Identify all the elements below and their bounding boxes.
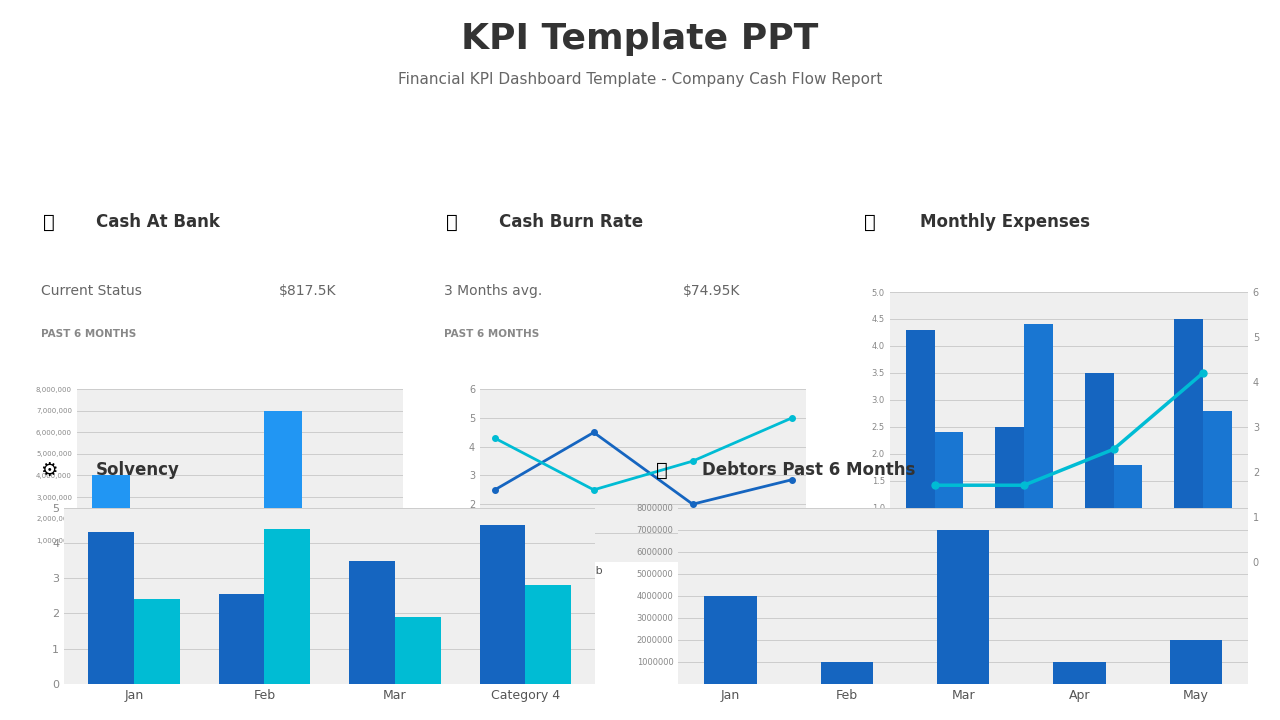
- Text: Financial KPI Dashboard Template - Company Cash Flow Report: Financial KPI Dashboard Template - Compa…: [398, 72, 882, 87]
- Text: PAST 6 MONTHS: PAST 6 MONTHS: [444, 329, 540, 339]
- Bar: [88, 532, 134, 684]
- Bar: [265, 529, 310, 684]
- Bar: [480, 526, 525, 684]
- Bar: [134, 599, 179, 684]
- Bar: [704, 596, 756, 684]
- Text: 📋: 📋: [655, 461, 668, 480]
- Bar: [906, 330, 934, 562]
- Text: Solvency: Solvency: [96, 461, 179, 479]
- Bar: [525, 585, 571, 684]
- Text: Debtors Past 6 Months: Debtors Past 6 Months: [703, 461, 915, 479]
- Bar: [937, 530, 989, 684]
- Bar: [394, 617, 440, 684]
- Text: PAST 6 MONTHS: PAST 6 MONTHS: [41, 329, 137, 339]
- Bar: [92, 475, 131, 562]
- Text: 3 Months avg.: 3 Months avg.: [444, 284, 543, 298]
- Bar: [1053, 662, 1106, 684]
- Bar: [996, 427, 1024, 562]
- Bar: [1175, 319, 1203, 562]
- Text: 💸: 💸: [447, 213, 458, 232]
- Text: $817.5K: $817.5K: [279, 284, 337, 298]
- Bar: [1024, 325, 1052, 562]
- Text: Monthly Expenses: Monthly Expenses: [920, 213, 1089, 231]
- Bar: [934, 432, 963, 562]
- Bar: [1203, 410, 1231, 562]
- Bar: [1114, 464, 1142, 562]
- Text: ⚙: ⚙: [40, 461, 58, 480]
- Bar: [1170, 640, 1222, 684]
- Text: Cash Burn Rate: Cash Burn Rate: [499, 213, 643, 231]
- Text: 🏛: 🏛: [44, 213, 55, 232]
- Bar: [349, 523, 388, 562]
- Text: Cash At Bank: Cash At Bank: [96, 213, 220, 231]
- Bar: [349, 561, 394, 684]
- Bar: [219, 594, 265, 684]
- Bar: [820, 662, 873, 684]
- Bar: [178, 523, 216, 562]
- Text: 💰: 💰: [864, 213, 876, 232]
- Text: Current Status: Current Status: [41, 284, 142, 298]
- Text: KPI Template PPT: KPI Template PPT: [461, 22, 819, 55]
- Text: $74.95K: $74.95K: [682, 284, 740, 298]
- Bar: [1085, 373, 1114, 562]
- Bar: [264, 411, 302, 562]
